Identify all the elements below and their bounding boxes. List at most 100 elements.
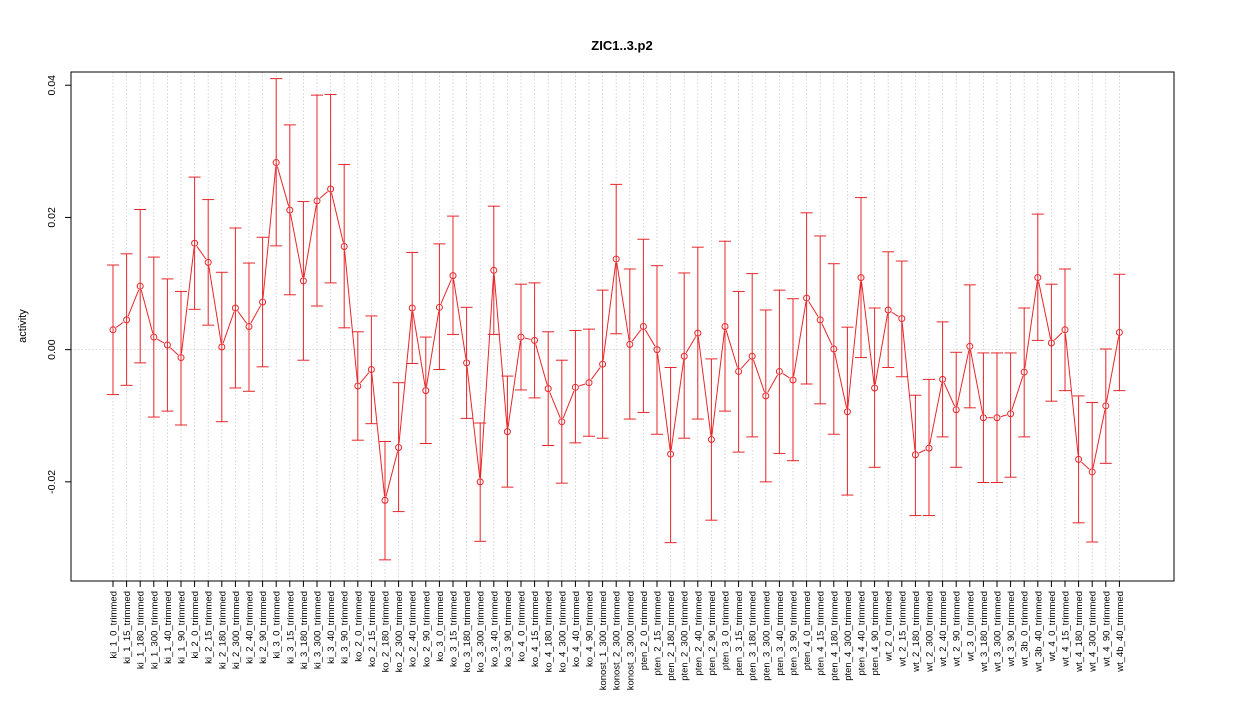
series-line-segment xyxy=(1024,281,1038,369)
data-point xyxy=(871,384,879,392)
x-tick-label: ko_2_40_trimmed xyxy=(408,591,419,667)
data-point xyxy=(313,197,321,205)
data-point xyxy=(435,303,443,311)
series-line-segment xyxy=(1092,409,1106,469)
data-point xyxy=(544,385,552,393)
data-point xyxy=(367,365,375,373)
y-tick-label: 0.00 xyxy=(46,339,58,360)
series-line-segment xyxy=(685,336,697,354)
series-line-segment xyxy=(1106,336,1120,402)
series-line-segment xyxy=(602,262,617,361)
data-point xyxy=(395,443,403,451)
data-point xyxy=(639,323,647,330)
series-line-segment xyxy=(412,311,426,387)
data-point xyxy=(911,451,919,459)
data-point xyxy=(735,367,743,375)
series-line-segment xyxy=(657,353,671,451)
x-tick-label: ki_1_90_trimmed xyxy=(177,591,188,664)
x-tick-label: ko_4_300_trimmed xyxy=(557,591,568,672)
series-line-segment xyxy=(874,313,889,385)
series-line-segment xyxy=(1081,461,1090,470)
x-tick-label: pten_2_90_trimmed xyxy=(707,591,718,676)
series-line-segment xyxy=(711,330,726,436)
series-line-segment xyxy=(1064,333,1079,456)
series-line-segment xyxy=(371,373,386,497)
x-tick-label: ko_3_300_trimmed xyxy=(476,591,487,672)
series-line-segment xyxy=(549,392,561,419)
x-tick-label: wt_3_300_trimmed xyxy=(993,591,1004,673)
series-line-segment xyxy=(262,166,277,299)
series-line-segment xyxy=(303,204,317,278)
series-line-segment xyxy=(943,382,956,407)
data-point xyxy=(721,323,729,330)
data-point xyxy=(245,323,253,330)
data-point xyxy=(775,367,783,375)
x-tick-label: ki_2_15_trimmed xyxy=(204,591,215,664)
series-line-segment xyxy=(644,329,656,347)
series-line-segment xyxy=(860,281,875,385)
axes: -0.02 0.00 0.02 0.04 ki_1_0_trimmed ki_1_15_t… xyxy=(46,75,1126,690)
series-line-segment xyxy=(697,337,712,436)
x-tick-label: ki_3_300_trimmed xyxy=(313,591,324,669)
x-tick-label: pten_2_300_trimmed xyxy=(680,591,691,681)
x-tick-label: ko_4_0_trimmed xyxy=(517,591,528,662)
series-line-segment xyxy=(250,305,262,324)
x-tick-label: ki_3_90_trimmed xyxy=(340,591,351,664)
x-tick-label: pten_3_300_trimmed xyxy=(761,591,772,681)
data-point xyxy=(259,298,267,306)
data-point xyxy=(1034,274,1042,282)
series-line-layer xyxy=(115,166,1120,497)
series-line-segment xyxy=(670,360,685,451)
x-tick-label: pten_2_15_trimmed xyxy=(653,591,664,676)
series-line-segment xyxy=(507,340,521,428)
data-point xyxy=(993,414,1001,422)
data-point xyxy=(191,239,199,247)
data-point xyxy=(476,478,484,486)
series-line-segment xyxy=(1011,375,1024,411)
series-line-segment xyxy=(115,321,124,328)
x-tick-label: wt_2_90_trimmed xyxy=(952,591,963,668)
x-tick-label: ko_2_180_trimmed xyxy=(381,591,392,672)
data-point xyxy=(1102,402,1110,410)
x-tick-label: wt_3b_0_trimmed xyxy=(1020,591,1031,668)
series-line-segment xyxy=(767,374,778,393)
x-tick-label: ko_2_90_trimmed xyxy=(421,591,432,667)
data-point xyxy=(898,315,906,323)
x-tick-label: ko_4_15_trimmed xyxy=(530,591,541,667)
series-line-segment xyxy=(753,359,765,393)
data-point xyxy=(1088,468,1096,476)
x-tick-label: ki_2_180_trimmed xyxy=(217,591,228,669)
x-tick-label: wt_2_40_trimmed xyxy=(938,591,949,668)
data-point xyxy=(299,277,307,285)
data-point xyxy=(789,376,797,384)
data-point xyxy=(979,414,987,422)
x-tick-label: wt_4_180_trimmed xyxy=(1074,591,1085,673)
data-point xyxy=(952,406,960,414)
data-point xyxy=(612,255,620,263)
series-line-segment xyxy=(821,323,833,346)
data-points xyxy=(109,159,1123,504)
x-tick-label: ko_4_40_trimmed xyxy=(571,591,582,667)
x-tick-label: pten_3_90_trimmed xyxy=(789,591,800,676)
x-tick-label: pten_4_180_trimmed xyxy=(829,591,840,681)
x-tick-label: pten_3_0_trimmed xyxy=(721,591,732,670)
data-point xyxy=(599,360,607,368)
data-point xyxy=(177,354,185,362)
grid-layer xyxy=(71,72,1174,581)
series-line-segment xyxy=(359,372,370,384)
data-point xyxy=(286,206,294,214)
x-tick-label: pten_2_0_trimmed xyxy=(639,591,650,670)
x-tick-label: pten_3_40_trimmed xyxy=(775,591,786,676)
series-line-segment xyxy=(970,350,984,414)
x-tick-label: ki_3_15_trimmed xyxy=(285,591,296,664)
data-point xyxy=(1020,368,1028,376)
data-point xyxy=(218,343,226,351)
x-tick-label: wt_2_0_trimmed xyxy=(884,591,895,662)
x-tick-label: wt_4_300_trimmed xyxy=(1088,591,1099,673)
data-point xyxy=(857,274,865,282)
data-point xyxy=(667,450,675,458)
data-point xyxy=(694,329,702,337)
data-point xyxy=(830,345,838,353)
x-tick-label: wt_4_90_trimmed xyxy=(1101,591,1112,668)
x-tick-label: pten_4_0_trimmed xyxy=(802,591,813,670)
